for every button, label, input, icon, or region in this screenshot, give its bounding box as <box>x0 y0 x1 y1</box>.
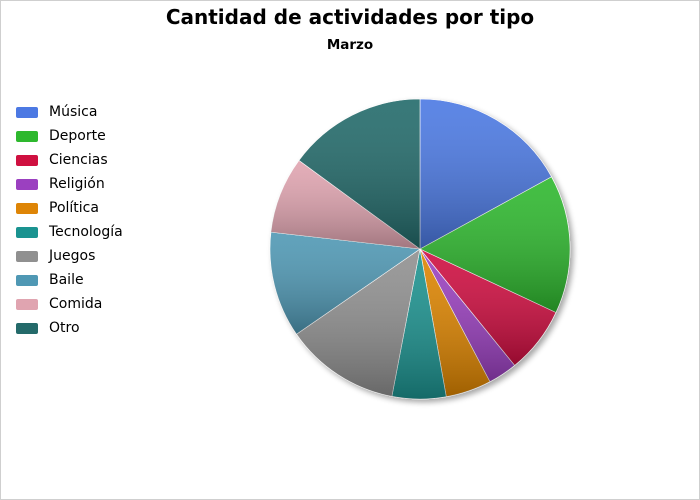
legend-swatch <box>16 202 38 214</box>
legend-item: Religión <box>16 172 216 196</box>
legend-swatch <box>16 274 38 286</box>
legend-item: Tecnología <box>16 220 216 244</box>
pie-slice-shade <box>420 249 515 382</box>
legend-item: Ciencias <box>16 148 216 172</box>
legend-label: Comida <box>49 296 103 312</box>
legend-label: Juegos <box>49 248 96 264</box>
legend-label: Religión <box>49 176 105 192</box>
legend-item: Otro <box>16 316 216 340</box>
legend-item: Baile <box>16 268 216 292</box>
pie-slice-shade <box>391 249 447 399</box>
pie-shading <box>269 99 571 399</box>
pie-slice-shade <box>269 232 420 335</box>
legend-swatch <box>16 130 38 142</box>
legend-label: Otro <box>49 320 80 336</box>
legend-label: Política <box>49 200 99 216</box>
legend-label: Música <box>49 104 98 120</box>
pie-slice-shade <box>420 249 490 397</box>
chart-legend: Música Deporte Ciencias Religión Política Tec… <box>16 100 216 340</box>
legend-label: Tecnología <box>49 224 123 240</box>
legend-swatch <box>16 154 38 166</box>
legend-label: Ciencias <box>49 152 108 168</box>
legend-item: Comida <box>16 292 216 316</box>
pie-slice-shade <box>298 99 420 249</box>
chart-title: Cantidad de actividades por tipo <box>165 5 535 29</box>
legend-swatch <box>16 298 38 310</box>
legend-item: Música <box>16 100 216 124</box>
legend-swatch <box>16 106 38 118</box>
legend-label: Deporte <box>49 128 106 144</box>
pie-slice-shade <box>420 99 552 249</box>
pie-slice-shade <box>420 176 571 313</box>
legend-label: Baile <box>49 272 84 288</box>
legend-swatch <box>16 250 38 262</box>
legend-swatch <box>16 226 38 238</box>
pie-slice-shade <box>420 249 556 366</box>
legend-swatch <box>16 178 38 190</box>
legend-item: Política <box>16 196 216 220</box>
pie-slice-shade <box>270 160 420 249</box>
pie-slice-shade <box>296 249 420 397</box>
chart-subtitle: Marzo <box>326 37 374 53</box>
legend-item: Juegos <box>16 244 216 268</box>
legend-item: Deporte <box>16 124 216 148</box>
legend-swatch <box>16 322 38 334</box>
